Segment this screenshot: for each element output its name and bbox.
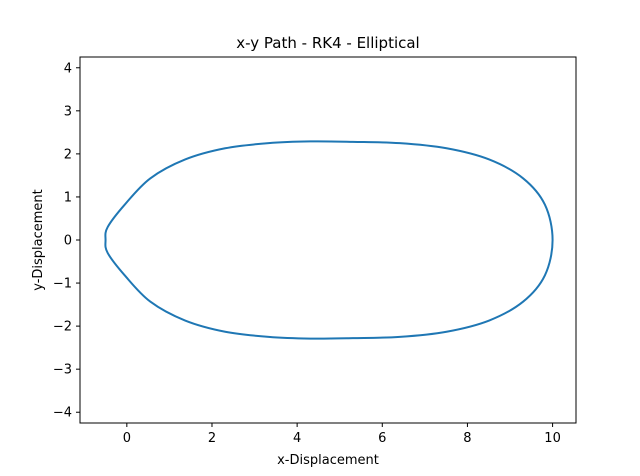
y-tick-label: 4 [64,61,72,76]
y-tick-label: −1 [53,277,72,292]
y-tick-label: −3 [53,363,72,378]
y-tick-label: −2 [53,320,72,335]
chart-title: x-y Path - RK4 - Elliptical [236,34,419,52]
x-tick-label: 6 [378,431,386,446]
tick-group: 0 2 4 6 8 10 −4 −3 −2 −1 0 1 2 3 4 [53,61,561,446]
y-tick-label: 3 [64,104,72,119]
x-tick-label: 8 [463,431,471,446]
y-axis-label: y-Displacement [31,189,46,291]
series-line [104,140,554,340]
x-tick-label: 0 [123,431,131,446]
plot-frame [79,56,577,424]
x-tick-label: 10 [544,431,561,446]
y-tick-label: −4 [53,406,72,421]
y-tick-label: 1 [64,190,72,205]
y-tick-label: 0 [64,234,72,249]
x-tick-label: 2 [208,431,216,446]
x-axis-label: x-Displacement [277,453,379,468]
y-tick-label: 2 [64,147,72,162]
x-tick-label: 4 [293,431,301,446]
